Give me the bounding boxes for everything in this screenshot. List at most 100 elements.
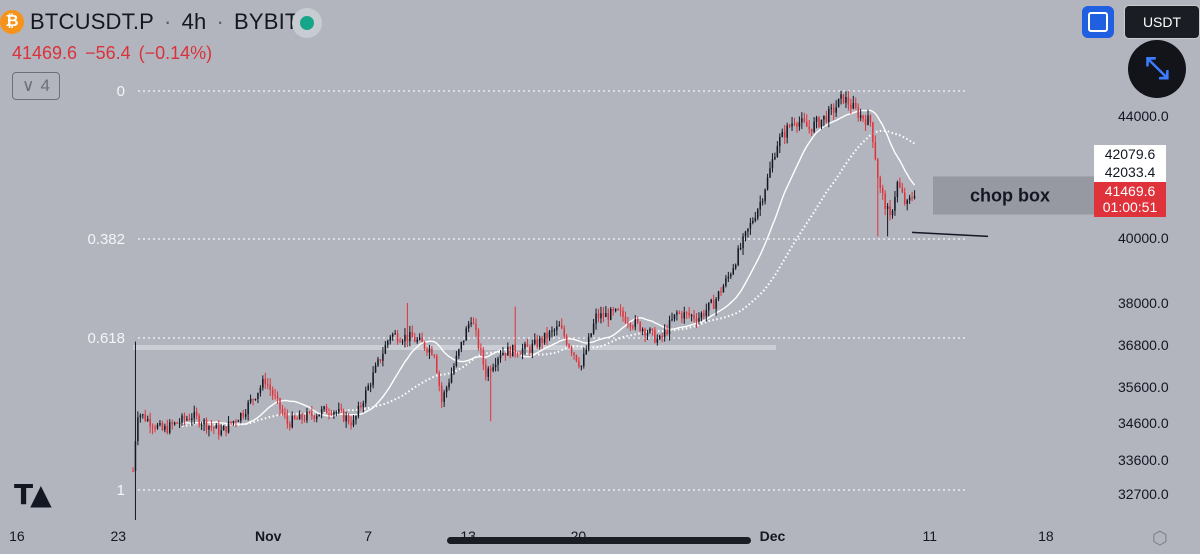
home-indicator[interactable]	[447, 537, 751, 544]
interval-label[interactable]: 4h	[181, 9, 207, 34]
symbol-title[interactable]: BTCUSDT.P · 4h · BYBIT	[30, 9, 309, 35]
ma-fast-line	[181, 109, 916, 425]
candle-body	[565, 336, 568, 345]
candle-body	[482, 349, 485, 365]
candle-body	[877, 159, 879, 178]
candle-body	[227, 421, 230, 433]
candle-body	[357, 405, 360, 417]
candle-body	[840, 94, 842, 99]
candle-body	[837, 98, 840, 108]
candle-body	[786, 125, 788, 138]
candle-body	[737, 248, 739, 265]
candle-body	[538, 338, 541, 348]
candle-body	[448, 382, 450, 388]
candle-body	[242, 413, 245, 417]
candle-body	[315, 416, 318, 419]
candle-body	[739, 248, 742, 250]
candle-body	[693, 315, 695, 319]
candle-body	[391, 334, 394, 337]
fib-retracement[interactable]: 0 0.382 0.618 1	[87, 83, 965, 499]
exchange-label: BYBIT	[233, 9, 299, 34]
candle-body	[154, 427, 156, 429]
candles	[132, 91, 916, 520]
candle-body	[374, 365, 377, 373]
time-axis-tick: 7	[364, 528, 372, 544]
settings-hexagon-icon[interactable]: ⬡	[1152, 528, 1168, 548]
candle-body	[433, 355, 436, 357]
time-axis-tick: 23	[111, 528, 127, 544]
candle-body	[382, 353, 384, 361]
chop-box-label: chop box	[970, 185, 1050, 205]
price-axis[interactable]: 44000.0 40000.0 38000.0 36800.0 35600.0 34600…	[1118, 108, 1169, 502]
candle-body	[276, 395, 279, 399]
candle-body	[896, 181, 899, 197]
candle-body	[646, 332, 649, 336]
chop-box-annotation[interactable]: chop box	[911, 176, 1094, 238]
candle-body	[534, 339, 536, 344]
time-axis[interactable]: 16 23 Nov 7 13 20 Dec 11 18	[9, 528, 1054, 544]
candle-body	[485, 364, 487, 377]
chop-box-rect	[933, 176, 1094, 215]
candle-body	[342, 409, 345, 422]
fullscreen-button[interactable]	[1082, 6, 1114, 38]
candle-body	[649, 328, 651, 333]
fullscreen-icon	[1088, 12, 1108, 32]
candle-body	[881, 188, 884, 194]
time-axis-tick: 16	[9, 528, 25, 544]
separator: ·	[216, 9, 224, 34]
candle-body	[874, 142, 877, 160]
candle-body	[531, 343, 534, 353]
candle-body	[137, 417, 139, 442]
candle-body	[311, 412, 313, 416]
candle-body	[798, 122, 801, 127]
candle-body	[232, 421, 235, 424]
candle-body	[654, 329, 656, 343]
price-badge-text: 41469.6	[1105, 183, 1156, 199]
candle-body	[240, 413, 242, 421]
candle-body	[730, 274, 732, 277]
candle-body	[854, 102, 857, 108]
candle-body	[364, 390, 367, 404]
candle-body	[901, 187, 904, 193]
indicators-collapse-button[interactable]: ∨ 4	[12, 72, 60, 100]
collapse-arrows-button[interactable]: ⤡	[1128, 40, 1186, 98]
candle-body	[188, 418, 191, 420]
candle-body	[492, 367, 494, 371]
symbol-name[interactable]: BTCUSDT.P	[30, 9, 155, 34]
candle-body	[595, 313, 597, 324]
candle-body	[499, 354, 502, 359]
candle-body	[805, 121, 808, 127]
price-badge-text: 01:00:51	[1103, 199, 1158, 215]
candle-body	[698, 318, 700, 322]
candle-body	[560, 325, 563, 329]
candle-body	[676, 312, 678, 315]
candle-body	[754, 217, 757, 221]
candle-body	[756, 209, 759, 218]
candle-body	[264, 378, 267, 385]
price-axis-tick: 33600.0	[1118, 452, 1169, 468]
market-status-icon[interactable]	[292, 8, 322, 38]
currency-button[interactable]: USDT	[1124, 5, 1200, 39]
candle-body	[475, 323, 477, 331]
candle-body	[176, 422, 178, 424]
candle-body	[460, 342, 463, 350]
candle-body	[742, 236, 744, 249]
candle-body	[325, 406, 328, 414]
candle-body	[399, 341, 401, 343]
candle-body	[845, 96, 847, 103]
candle-body	[668, 320, 671, 334]
candle-body	[622, 310, 624, 317]
tradingview-logo: T▲	[14, 478, 52, 511]
candle-body	[641, 329, 644, 332]
candle-body	[142, 414, 144, 416]
candle-body	[387, 340, 389, 345]
candle-body	[271, 389, 274, 396]
chevron-down-icon: ∨	[22, 76, 35, 95]
candle-body	[619, 309, 622, 311]
candle-body	[747, 228, 749, 232]
candle-body	[168, 422, 171, 433]
candle-body	[810, 128, 813, 132]
candle-body	[462, 340, 465, 343]
price-badge-text: 42033.4	[1105, 164, 1156, 180]
